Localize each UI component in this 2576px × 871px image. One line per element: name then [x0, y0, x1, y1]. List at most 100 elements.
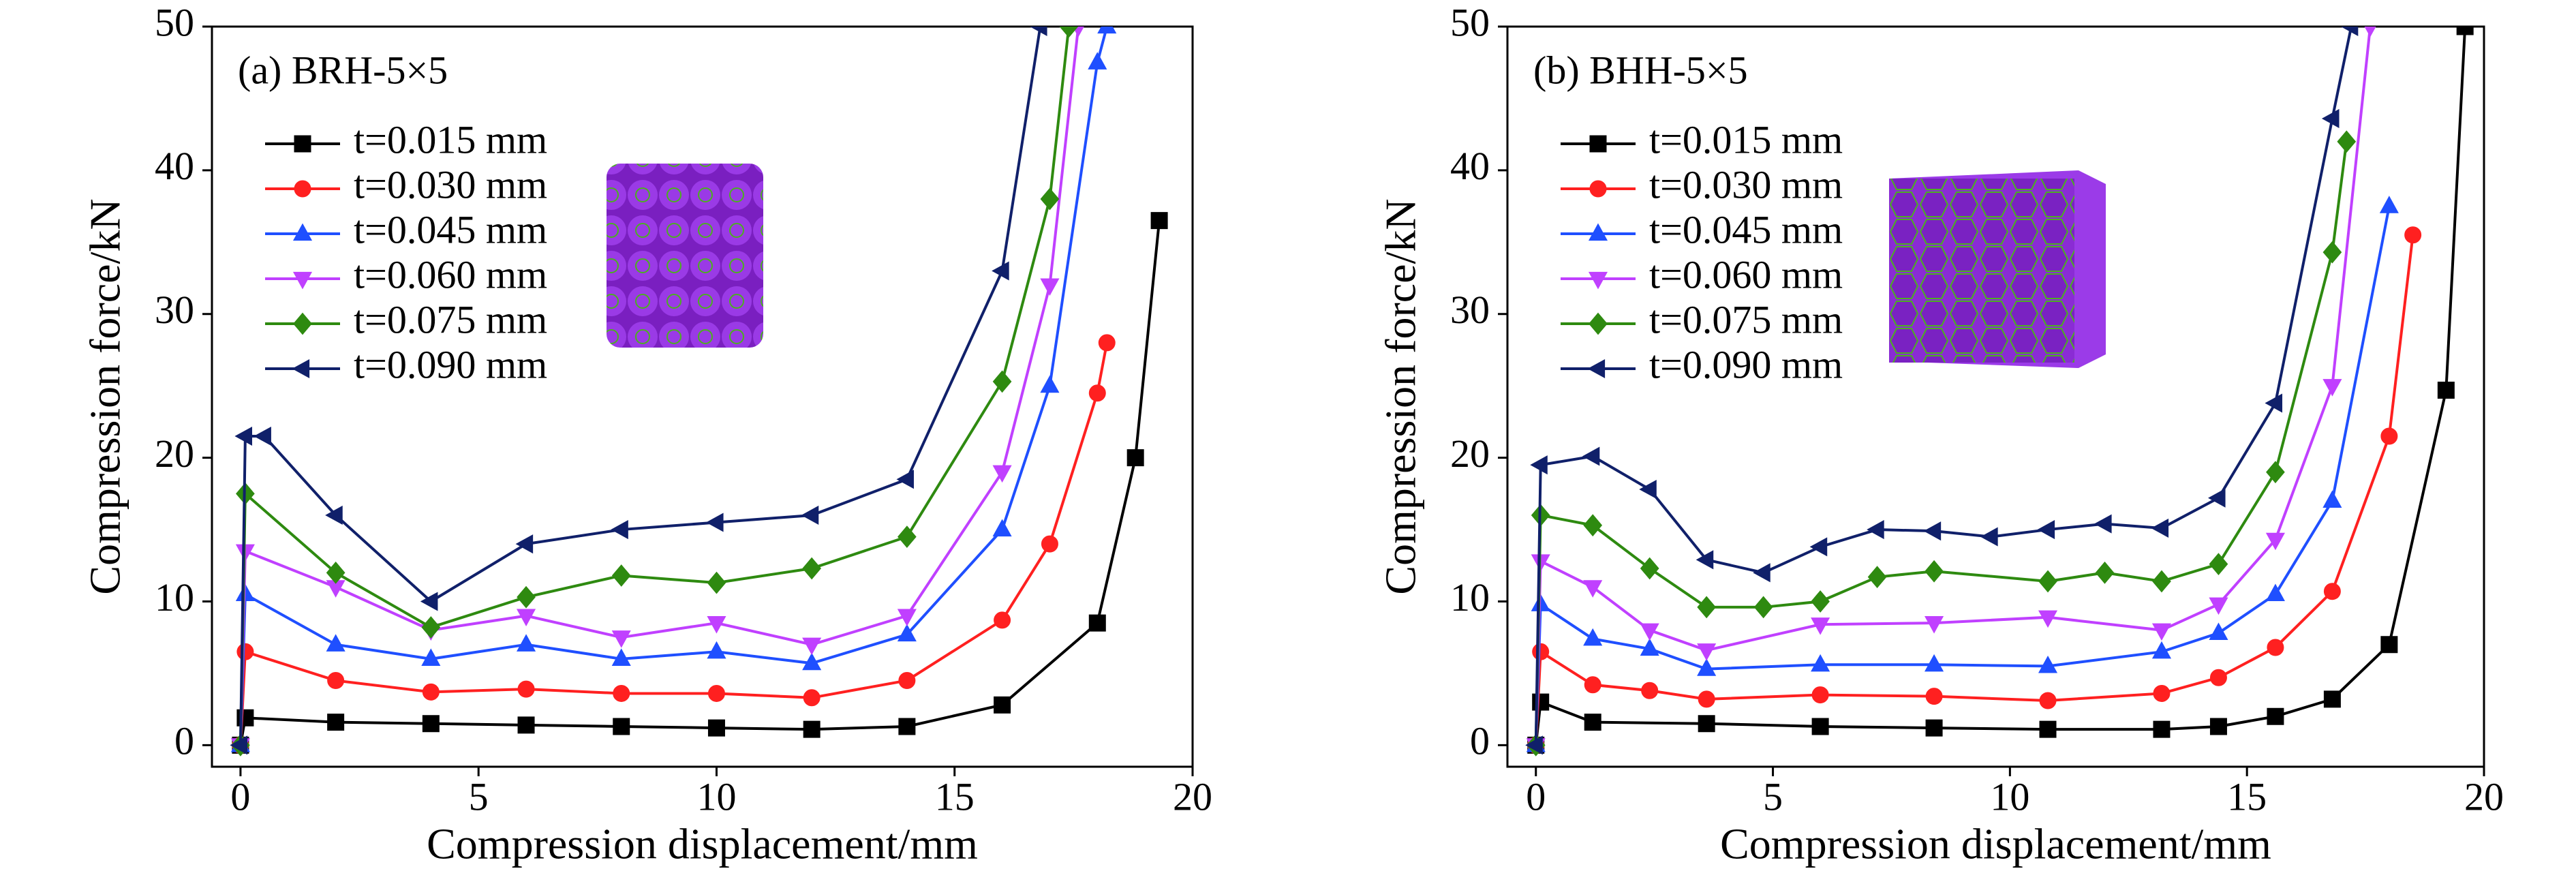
marker	[422, 715, 440, 733]
marker	[2151, 518, 2169, 538]
marker	[1640, 638, 1659, 656]
marker	[1088, 52, 1107, 70]
marker	[1811, 718, 1829, 735]
marker	[1584, 676, 1601, 694]
marker	[1753, 563, 1770, 583]
marker	[2209, 622, 2228, 640]
marker	[292, 223, 313, 241]
marker	[2323, 690, 2341, 708]
legend-label: t=0.060 mm	[354, 252, 547, 296]
marker	[1811, 617, 1830, 635]
marker	[420, 592, 438, 611]
y-tick-label: 20	[155, 431, 194, 476]
marker	[2321, 108, 2340, 129]
marker	[2152, 570, 2171, 593]
y-tick-label: 20	[1450, 431, 1490, 476]
marker	[1640, 557, 1659, 580]
y-tick-label: 50	[155, 0, 194, 44]
marker	[1150, 212, 1168, 230]
marker	[707, 719, 725, 737]
marker	[230, 735, 248, 755]
marker	[292, 358, 310, 379]
marker	[2379, 196, 2399, 213]
marker	[2364, 27, 2376, 37]
legend-label: t=0.075 mm	[1649, 297, 1843, 341]
marker	[1584, 714, 1601, 731]
marker	[1041, 535, 1058, 553]
marker	[2039, 692, 2057, 709]
series-line	[1534, 141, 2348, 746]
marker	[2337, 130, 2357, 153]
marker	[517, 680, 535, 698]
marker	[1698, 690, 1715, 708]
marker	[1925, 688, 1943, 705]
marker	[2404, 226, 2422, 244]
marker	[1753, 596, 1773, 619]
marker	[2038, 610, 2058, 628]
marker	[992, 370, 1012, 393]
marker	[2380, 636, 2398, 654]
marker	[898, 718, 916, 735]
marker	[896, 470, 914, 489]
marker	[421, 616, 441, 639]
marker	[2267, 639, 2284, 656]
marker	[2323, 583, 2341, 600]
marker	[1583, 628, 1603, 646]
marker	[2153, 684, 2171, 702]
marker	[515, 534, 534, 554]
marker	[1588, 271, 1608, 290]
legend-label: t=0.075 mm	[354, 297, 547, 341]
marker	[1525, 735, 1543, 755]
marker	[707, 684, 725, 702]
x-tick-label: 10	[696, 774, 736, 819]
marker	[802, 652, 822, 671]
marker	[1030, 27, 1047, 37]
marker	[613, 718, 630, 735]
x-axis-label: Compression displacement/mm	[427, 820, 978, 868]
series-line	[239, 27, 1071, 746]
marker	[2039, 720, 2057, 738]
marker	[803, 720, 821, 738]
marker	[421, 648, 441, 666]
marker	[611, 564, 631, 587]
marker	[294, 180, 311, 198]
marker	[325, 505, 343, 525]
marker	[1809, 537, 1828, 557]
marker	[1811, 590, 1830, 613]
marker	[2209, 718, 2227, 735]
marker	[2380, 427, 2398, 445]
legend-label: t=0.090 mm	[354, 342, 547, 386]
x-tick-label: 0	[1526, 774, 1546, 819]
marker	[2322, 490, 2342, 508]
marker	[2095, 561, 2115, 584]
marker	[2322, 379, 2342, 397]
marker	[2340, 27, 2359, 37]
marker	[613, 684, 630, 702]
marker	[1088, 384, 1106, 402]
marker	[1097, 27, 1117, 34]
marker	[517, 716, 535, 734]
marker	[1925, 654, 1944, 672]
marker	[1530, 455, 1548, 475]
marker	[802, 557, 822, 580]
marker	[1040, 375, 1060, 393]
marker	[994, 611, 1011, 629]
legend-label: t=0.030 mm	[1649, 162, 1843, 207]
marker	[611, 630, 631, 648]
marker	[898, 671, 916, 689]
marker	[2265, 583, 2285, 602]
marker	[1059, 27, 1079, 38]
plot-area	[1525, 27, 2474, 757]
x-tick-label: 5	[1763, 774, 1783, 819]
marker	[1867, 566, 1887, 589]
x-tick-label: 20	[2464, 774, 2504, 819]
marker	[234, 426, 252, 446]
marker	[2038, 570, 2057, 593]
marker	[1811, 654, 1830, 672]
marker	[1098, 334, 1116, 352]
marker	[1698, 715, 1715, 733]
y-tick-label: 30	[155, 288, 194, 332]
series-line	[239, 342, 1109, 746]
marker	[2209, 553, 2228, 576]
